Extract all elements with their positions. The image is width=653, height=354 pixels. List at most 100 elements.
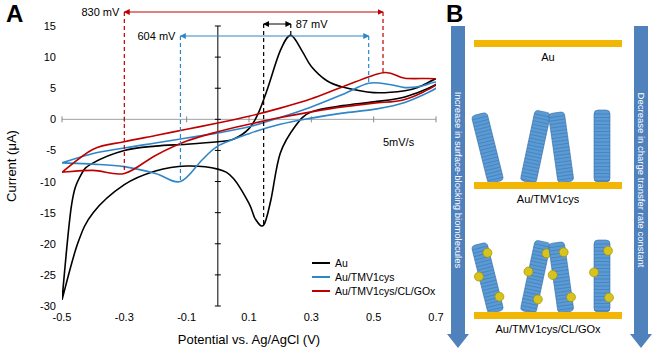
- tmv-rod: [590, 240, 614, 312]
- y-tick: [215, 26, 221, 27]
- rod-stripe: [594, 303, 610, 304]
- rod-stripe: [530, 134, 546, 137]
- rod-stripe: [594, 163, 610, 164]
- scan-rate-label: 5mV/s: [383, 136, 415, 148]
- rod-stripe: [521, 305, 537, 308]
- rod-stripe: [482, 283, 498, 287]
- arrow-label: Increase in surface-blocking biomolecule…: [453, 92, 464, 269]
- tmv-rod: [548, 112, 574, 184]
- rod-stripe: [558, 308, 574, 310]
- y-tick: [215, 181, 221, 182]
- rod-stripe: [554, 154, 570, 156]
- layer-label: Au/TMV1cys/CL/GOx: [495, 323, 601, 335]
- cv-curve: [62, 82, 436, 182]
- rod-stripe: [594, 159, 610, 160]
- rod-stripe: [552, 266, 568, 268]
- arrow: [447, 26, 469, 348]
- rod-stripe: [594, 166, 610, 167]
- legend-swatch: [312, 262, 330, 264]
- legend-label: Au/TMV1cys: [335, 271, 395, 283]
- figure: A-30-25-20-15-10-5051015-0.5-0.3-0.10.10…: [0, 0, 653, 354]
- rod-stripe: [551, 133, 567, 135]
- x-tick: [62, 116, 63, 122]
- x-tick-label: 0.3: [304, 311, 319, 323]
- x-tick: [186, 116, 187, 122]
- rod-stripe: [594, 170, 610, 171]
- rod-stripe: [528, 141, 544, 144]
- rod-body: [471, 242, 503, 314]
- rod-stripe: [527, 278, 543, 281]
- rod-stripe: [556, 164, 572, 166]
- rod-stripe: [477, 136, 493, 140]
- rod-stripe: [480, 147, 496, 151]
- arrow: [630, 26, 652, 348]
- plot-area: [62, 35, 436, 299]
- x-tick-label: -0.3: [115, 311, 134, 323]
- layer-label: Au/TMV1cys: [517, 193, 580, 205]
- peak-dashed-line: [263, 24, 264, 225]
- rod-stripe: [594, 310, 610, 311]
- rod-stripe: [477, 266, 493, 270]
- rod-stripe: [527, 148, 543, 151]
- rod-stripe: [556, 168, 572, 170]
- rod-stripe: [594, 152, 610, 153]
- rod-stripe: [552, 136, 568, 138]
- rod-stripe: [524, 292, 540, 295]
- rod-stripe: [477, 263, 493, 267]
- rod-stripe: [525, 158, 541, 161]
- rod-stripe: [594, 145, 610, 146]
- rod-stripe: [555, 157, 571, 159]
- x-tick-label: -0.5: [53, 311, 72, 323]
- rod-stripe: [594, 286, 610, 287]
- rod-body: [548, 242, 574, 314]
- y-tick: [215, 119, 221, 120]
- rod-stripe: [551, 259, 567, 261]
- rod-stripe: [481, 150, 497, 154]
- rod-stripe: [532, 124, 548, 127]
- x-tick: [249, 116, 250, 122]
- rod-stripe: [528, 145, 544, 148]
- rod-stripe: [551, 129, 567, 131]
- rod-stripe: [551, 263, 567, 265]
- rod-stripe: [526, 155, 542, 158]
- rod-stripe: [549, 116, 565, 118]
- rod-stripe: [523, 165, 539, 168]
- y-axis-title: Current (μA): [4, 130, 19, 202]
- y-tick-label: -10: [40, 176, 56, 188]
- rod-stripe: [529, 138, 545, 141]
- rod-stripe: [472, 116, 488, 120]
- rod-stripe: [534, 244, 550, 247]
- gox-enzyme: [482, 247, 493, 258]
- rod-stripe: [594, 289, 610, 290]
- separation-bracket: [124, 12, 383, 13]
- rod-stripe: [594, 114, 610, 115]
- x-axis-title: Potential vs. Ag/AgCl (V): [178, 332, 320, 347]
- rod-stripe: [482, 287, 498, 291]
- rod-stripe: [594, 180, 610, 181]
- gold-electrode: [474, 312, 622, 319]
- rod-stripe: [558, 178, 574, 180]
- rod-stripe: [534, 117, 550, 120]
- y-tick: [215, 243, 221, 244]
- x-tick-label: 0.7: [428, 311, 443, 323]
- rod-stripe: [549, 119, 565, 121]
- rod-stripe: [476, 130, 492, 134]
- rod-stripe: [557, 174, 573, 176]
- gold-electrode: [474, 182, 622, 189]
- peak-dashed-line: [382, 12, 383, 73]
- layer-label: Au: [541, 51, 554, 63]
- rod-stripe: [526, 285, 542, 288]
- rod-stripe: [555, 161, 571, 163]
- rod-stripe: [526, 151, 542, 154]
- rod-stripe: [482, 157, 498, 161]
- rod-stripe: [524, 162, 540, 165]
- y-tick-label: 0: [50, 113, 56, 125]
- rod-stripe: [594, 135, 610, 136]
- rod-stripe: [526, 281, 542, 284]
- rod-stripe: [531, 128, 547, 131]
- tmv-rod: [471, 112, 503, 184]
- gox-enzyme: [566, 292, 576, 302]
- rod-stripe: [594, 138, 610, 139]
- rod-stripe: [486, 170, 502, 174]
- gox-enzyme: [523, 266, 534, 277]
